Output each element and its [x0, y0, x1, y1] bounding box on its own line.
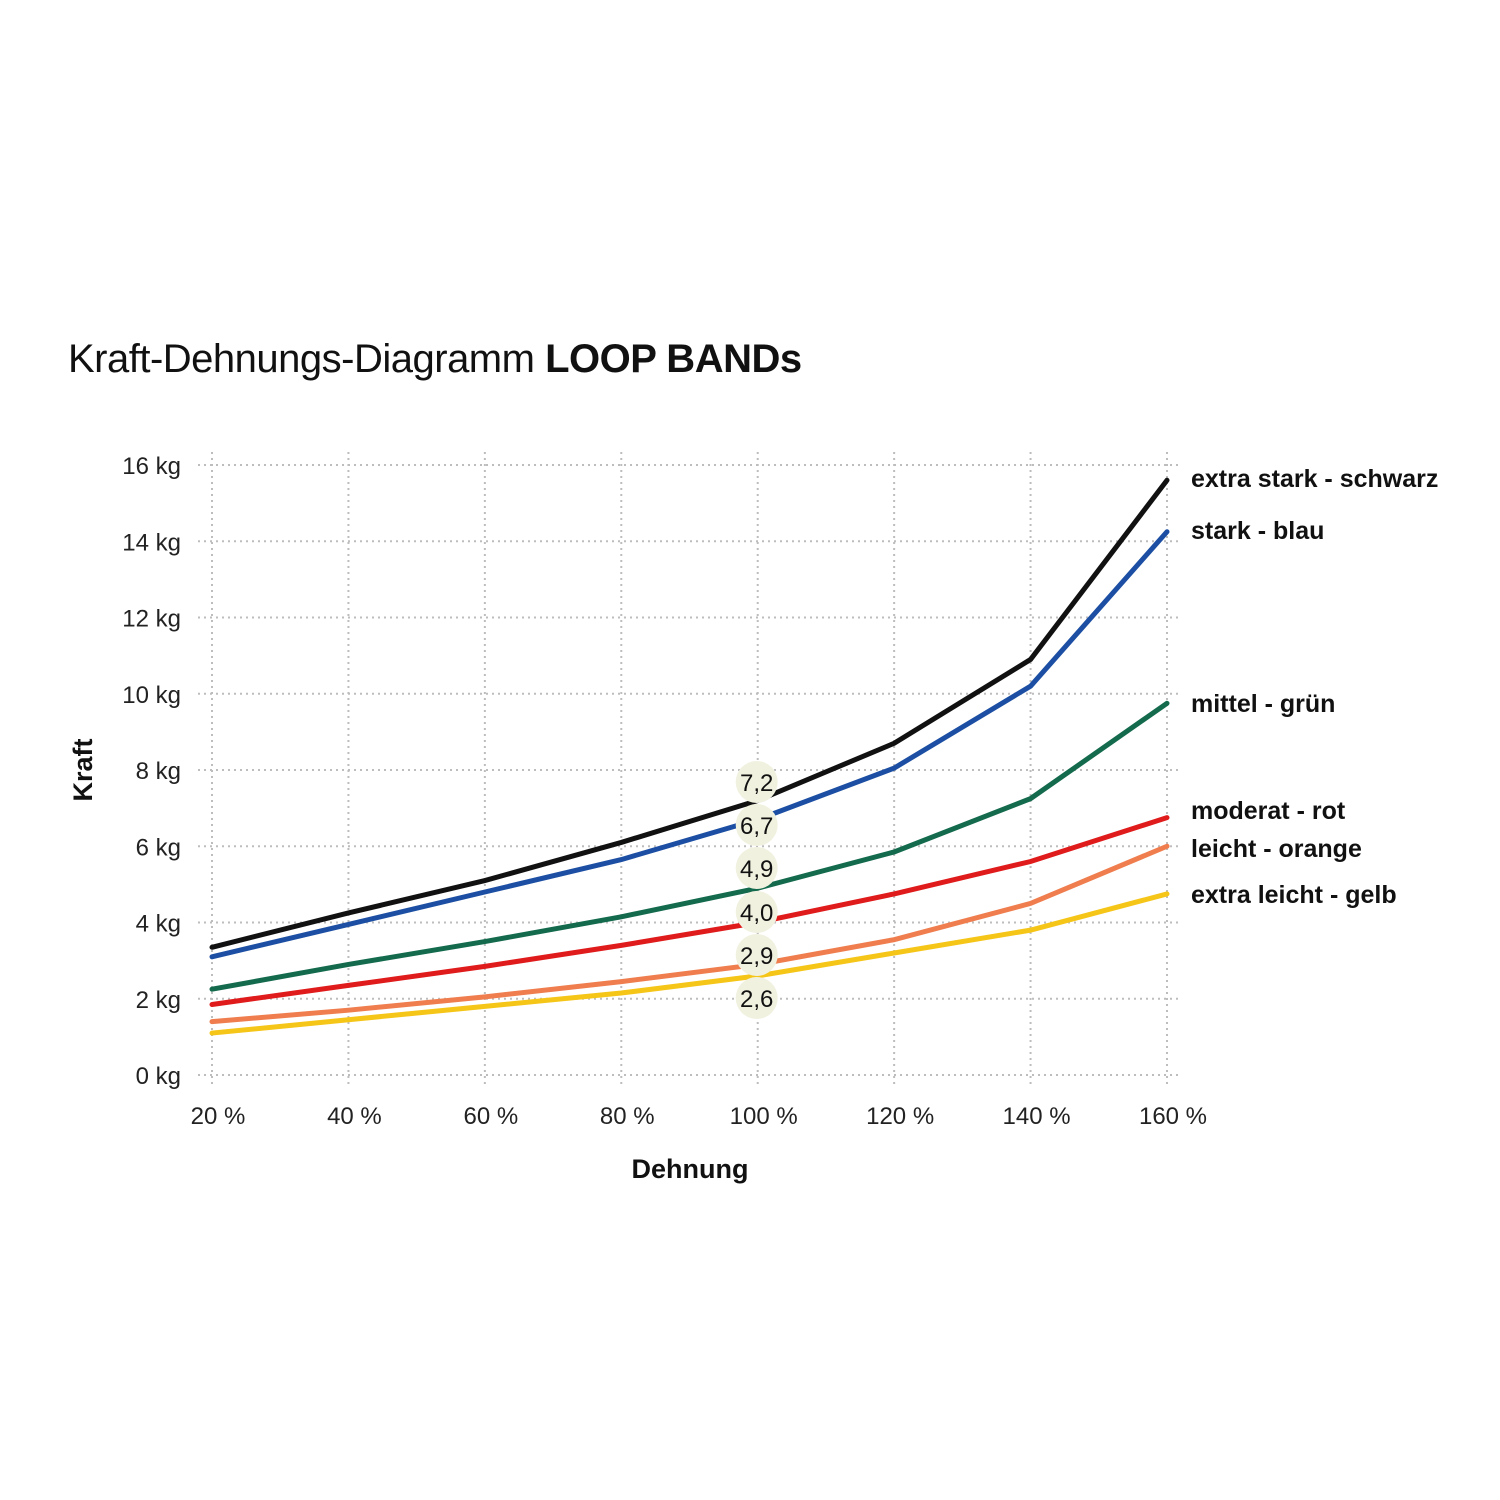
series-line	[209, 891, 1170, 1036]
value-label-badge	[735, 847, 778, 889]
value-label: 2,6	[740, 986, 773, 1013]
y-tick-label: 12 kg	[122, 606, 181, 633]
grid	[198, 452, 1180, 1088]
series-label: extra leicht - gelb	[1191, 881, 1397, 909]
y-tick-label: 6 kg	[136, 834, 181, 861]
series-line	[209, 843, 1170, 1025]
value-label-badge	[735, 891, 778, 933]
value-label: 2,9	[740, 943, 773, 970]
series-line	[209, 815, 1170, 1007]
x-tick-label: 40 %	[327, 1103, 382, 1130]
x-tick-label: 120 %	[866, 1103, 934, 1130]
value-labels: 7,2 6,7 4,9 4,0 2,9 2,6	[735, 761, 778, 1019]
value-label-badge	[735, 804, 778, 846]
chart-title-normal: Kraft-Dehnungs-Diagramm	[68, 336, 535, 381]
series-line	[209, 700, 1170, 992]
x-axis-ticks: 20 % 40 % 60 % 80 % 100 % 120 % 140 % 160 %	[191, 1103, 1207, 1130]
series-label: moderat - rot	[1191, 797, 1346, 825]
series-lines	[209, 477, 1170, 1036]
value-label-badge	[735, 761, 778, 803]
y-axis-ticks: 0 kg 2 kg 4 kg 6 kg 8 kg 10 kg 12 kg 14 kg 16 kg	[122, 453, 181, 1090]
x-tick-label: 160 %	[1139, 1103, 1207, 1130]
y-tick-label: 14 kg	[122, 529, 181, 556]
y-tick-label: 8 kg	[136, 758, 181, 785]
value-label: 7,2	[740, 770, 773, 797]
series-labels: extra stark - schwarz stark - blau mittel …	[1191, 465, 1438, 909]
series-line	[209, 529, 1170, 960]
x-tick-label: 20 %	[191, 1103, 246, 1130]
x-tick-label: 80 %	[600, 1103, 655, 1130]
series-label: leicht - orange	[1191, 835, 1362, 863]
value-label-badge	[735, 934, 778, 976]
value-label: 4,9	[740, 856, 773, 883]
series-line	[209, 477, 1170, 950]
value-label-badge	[735, 977, 778, 1019]
chart-title: Kraft-Dehnungs-Diagramm LOOP BANDs	[68, 337, 802, 382]
y-tick-label: 0 kg	[136, 1063, 181, 1090]
value-label: 4,0	[740, 900, 773, 927]
x-axis-title: Dehnung	[632, 1154, 749, 1184]
x-tick-label: 60 %	[464, 1103, 519, 1130]
y-tick-label: 16 kg	[122, 453, 181, 480]
series-label: extra stark - schwarz	[1191, 465, 1438, 493]
chart-title-bold: LOOP BANDs	[545, 336, 802, 381]
series-label: mittel - grün	[1191, 690, 1335, 718]
x-tick-label: 100 %	[730, 1103, 798, 1130]
y-axis-title: Kraft	[68, 738, 98, 801]
series-label: stark - blau	[1191, 517, 1324, 545]
x-tick-label: 140 %	[1003, 1103, 1071, 1130]
value-label: 6,7	[740, 813, 773, 840]
y-tick-label: 10 kg	[122, 682, 181, 709]
y-tick-label: 2 kg	[136, 987, 181, 1014]
y-tick-label: 4 kg	[136, 911, 181, 938]
